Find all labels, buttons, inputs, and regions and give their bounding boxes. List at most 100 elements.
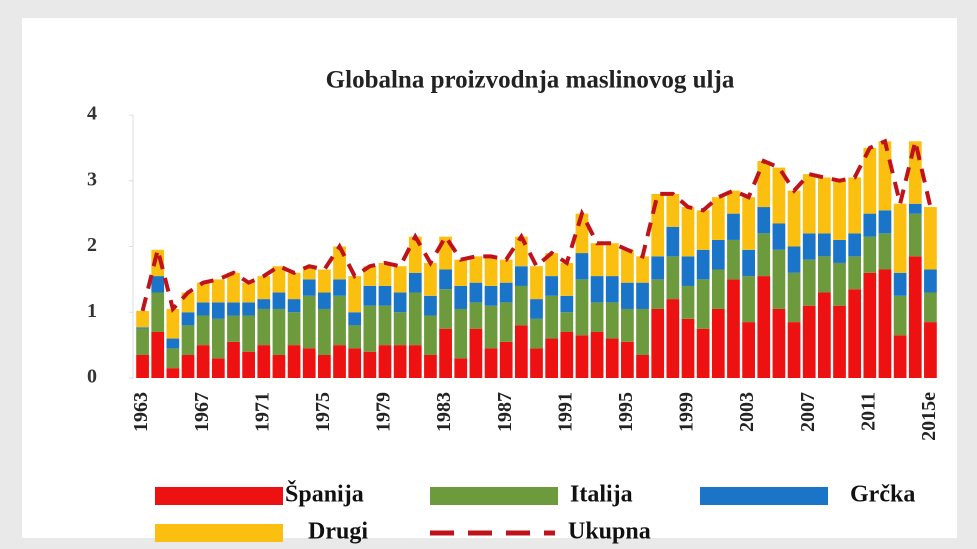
bar-segment [530, 266, 543, 300]
legend-label: Grčka [850, 482, 915, 508]
bar-segment [196, 315, 210, 346]
x-tick-label: 1963 [130, 392, 152, 432]
bar-segment [393, 312, 407, 346]
bar-segment [772, 249, 786, 309]
bar-segment [196, 302, 210, 316]
bar-segment [287, 299, 301, 313]
bar-segment [924, 207, 937, 270]
bar-segment [514, 266, 528, 286]
bar-segment [908, 203, 922, 214]
bar-segment [696, 249, 710, 280]
bar-segment [227, 315, 240, 342]
bar-segment [530, 348, 543, 378]
bar-segment [621, 341, 634, 378]
bar-segment [772, 308, 786, 378]
legend-label: Španija [285, 481, 364, 508]
bar-segment [333, 295, 346, 346]
bar-segment [242, 302, 255, 316]
bar-segment [484, 348, 498, 378]
bar-segment [651, 256, 665, 280]
bar-segment [681, 318, 695, 378]
bar-segment [272, 266, 286, 293]
bar-segment [848, 233, 862, 257]
bar-segment [499, 259, 513, 283]
bar-segment [424, 295, 437, 316]
bar-segment [696, 210, 710, 250]
bar-segment [545, 295, 559, 339]
bar-segment [257, 345, 271, 378]
bar-segment [802, 233, 816, 260]
legend-swatch [155, 524, 283, 542]
x-tick-label: 1995 [615, 392, 637, 432]
bar-segment [378, 285, 392, 306]
bar-segment [605, 276, 619, 303]
bar-segment [181, 354, 195, 378]
bar-segment [469, 256, 483, 283]
bar-segment [878, 233, 892, 270]
bar-segment [560, 295, 574, 313]
bar-segment [363, 285, 377, 306]
bar-segment [666, 299, 680, 378]
bar-segment [681, 285, 695, 319]
bar-segment [514, 325, 528, 378]
bar-segment [560, 312, 574, 332]
bar-segment [272, 292, 286, 309]
bar-segment [711, 308, 725, 378]
x-tick-label: 1967 [191, 392, 213, 432]
bar-segment [454, 358, 468, 378]
bar-segment [590, 276, 604, 303]
bar-segment [666, 193, 680, 227]
bar-segment [424, 262, 437, 296]
bar-segment [621, 308, 634, 342]
bar-segment [605, 338, 619, 378]
bar-segment [757, 276, 771, 378]
bar-segment [833, 239, 846, 263]
bar-segment [818, 177, 831, 234]
bar-segment [818, 233, 831, 257]
bar-segment [424, 354, 437, 378]
bar-segment [560, 331, 574, 378]
bar-segment [742, 197, 755, 250]
bar-segment [696, 328, 710, 378]
bar-segment [272, 308, 286, 355]
bar-segment [848, 177, 862, 234]
bar-segment [348, 312, 362, 326]
bar-segment [378, 305, 392, 346]
bar-segment [757, 207, 771, 234]
x-tick-label: 2015e [918, 392, 940, 441]
bar-segment [454, 259, 468, 286]
bar-segment [469, 328, 483, 378]
bar-segment [196, 282, 210, 303]
legend-swatch [155, 487, 283, 505]
bar-segment [833, 180, 846, 240]
bar-segment [636, 256, 649, 283]
bar-segment [408, 272, 422, 293]
bar-segment [227, 302, 240, 316]
bar-segment [696, 279, 710, 329]
x-tick-label: 1999 [676, 392, 698, 432]
x-tick-label: 2007 [797, 392, 819, 432]
bar-segment [711, 269, 725, 309]
bar-segment [636, 308, 649, 355]
bar-segment [454, 285, 468, 309]
bar-segment [727, 279, 740, 378]
legend-label: Italija [570, 482, 633, 508]
bar-segment [166, 338, 180, 349]
bar-segment [802, 174, 816, 234]
bar-segment [181, 325, 195, 355]
bar-segment [651, 193, 665, 257]
bar-segment [848, 289, 862, 378]
bar-segment [818, 256, 831, 293]
bar-segment [590, 302, 604, 332]
legend-label: Drugi [308, 519, 368, 545]
bar-segment [742, 322, 755, 378]
bar-segment [711, 197, 725, 240]
bar-segment [287, 345, 301, 378]
bar-segment [439, 328, 452, 378]
bar-segment [211, 318, 225, 359]
bar-segment [257, 276, 271, 300]
bar-segment [136, 310, 149, 328]
bar-segment [651, 308, 665, 378]
